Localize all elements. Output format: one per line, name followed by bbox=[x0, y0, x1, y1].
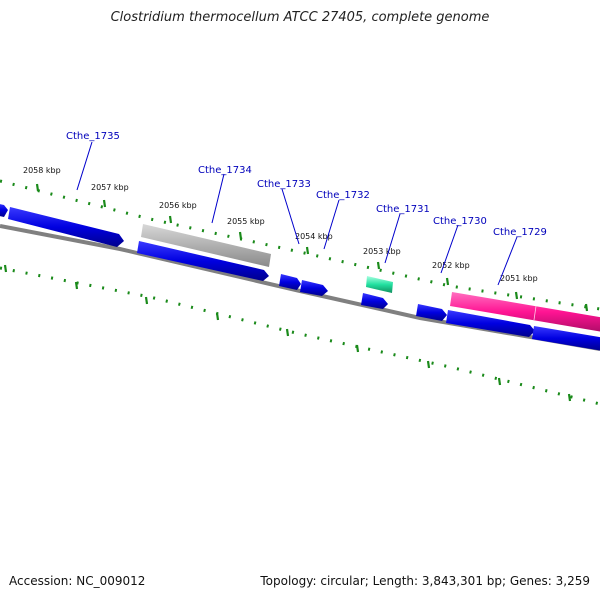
accession-text: Accession: NC_009012 bbox=[9, 574, 146, 588]
gene-box-pseudo[interactable] bbox=[141, 224, 271, 267]
gene-arrow[interactable] bbox=[532, 326, 600, 351]
gene-box-rna[interactable] bbox=[366, 276, 393, 293]
gene-label[interactable]: Cthe_1730 bbox=[433, 216, 487, 227]
gene-arrow[interactable] bbox=[279, 274, 301, 290]
kbp-label: 2056 kbp bbox=[159, 201, 197, 210]
kbp-label: 2052 kbp bbox=[432, 261, 470, 270]
gene-arrow[interactable] bbox=[0, 203, 8, 217]
label-leaders bbox=[76, 141, 518, 286]
gene-label[interactable]: Cthe_1735 bbox=[66, 131, 120, 142]
gene-label[interactable]: Cthe_1734 bbox=[198, 165, 252, 176]
gene-arrow[interactable] bbox=[446, 310, 535, 337]
scale-track-lower bbox=[0, 266, 600, 406]
kbp-label: 2057 kbp bbox=[91, 183, 129, 192]
gene-label[interactable]: Cthe_1729 bbox=[493, 227, 547, 238]
gene-label[interactable]: Cthe_1732 bbox=[316, 190, 370, 201]
kbp-label: 2054 kbp bbox=[295, 232, 333, 241]
kbp-label: 2055 kbp bbox=[227, 217, 265, 226]
map-title: Clostridium thermocellum ATCC 27405, com… bbox=[110, 10, 490, 25]
gene-arrow[interactable] bbox=[8, 207, 124, 247]
gene-arrow[interactable] bbox=[416, 304, 447, 321]
genome-summary: Topology: circular; Length: 3,843,301 bp… bbox=[260, 574, 590, 588]
kbp-label: 2053 kbp bbox=[363, 247, 401, 256]
gene-box-highlight[interactable] bbox=[450, 292, 600, 332]
gene-arrow[interactable] bbox=[300, 280, 328, 296]
kbp-label: 2051 kbp bbox=[500, 274, 538, 283]
kbp-label: 2058 kbp bbox=[23, 166, 61, 175]
gene-arrow[interactable] bbox=[137, 241, 269, 281]
major-ticks-upper bbox=[35, 183, 589, 312]
gene-label[interactable]: Cthe_1731 bbox=[376, 204, 430, 215]
gene-features bbox=[0, 203, 600, 351]
major-ticks-lower bbox=[3, 264, 572, 402]
gene-label[interactable]: Cthe_1733 bbox=[257, 179, 311, 190]
gene-arrow[interactable] bbox=[361, 293, 388, 309]
